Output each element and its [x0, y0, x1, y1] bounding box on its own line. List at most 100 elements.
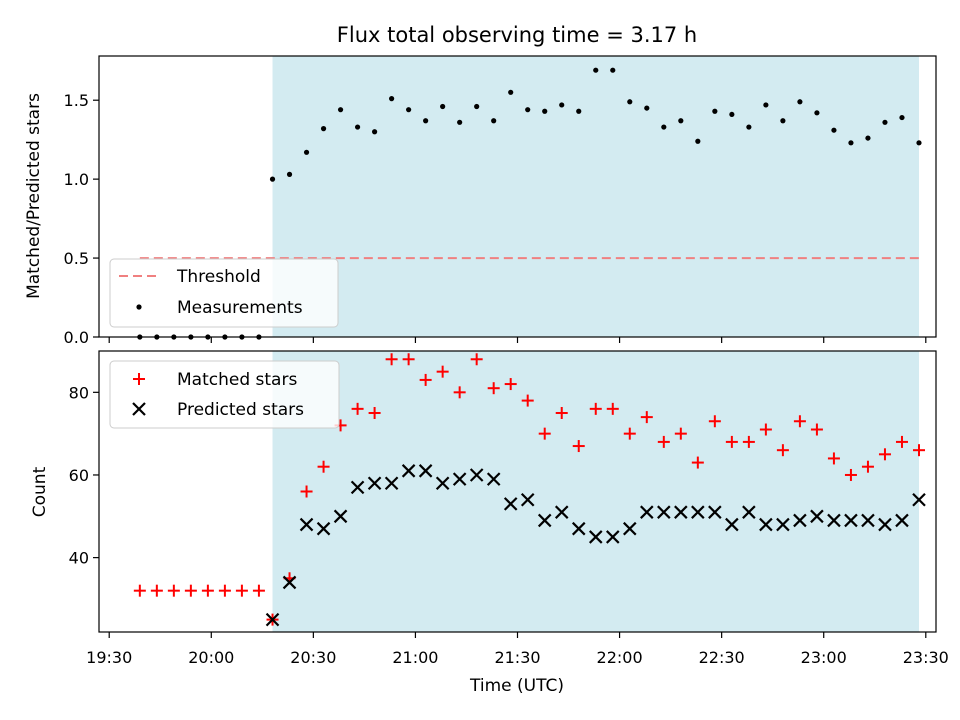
- x-tick-label: 22:30: [699, 648, 745, 667]
- predicted-star-x-b: [691, 505, 705, 519]
- measurement-point: [474, 103, 480, 110]
- ratio-y-tick-label: 1.0: [64, 170, 89, 189]
- predicted-star-x-b: [657, 505, 671, 519]
- predicted-star-x-b: [282, 575, 297, 590]
- predicted-star-point: [384, 476, 399, 491]
- predicted-star-point: [418, 464, 433, 478]
- measurement-point: [831, 127, 837, 133]
- observing-window-shade: [272, 351, 919, 632]
- matched-star-point: [538, 427, 551, 440]
- measurement-point: [712, 108, 718, 114]
- predicted-star-point: [401, 464, 416, 478]
- matched-star-point: [895, 435, 908, 448]
- predicted-star-point: [452, 472, 467, 486]
- predicted-star-point: [759, 517, 773, 532]
- matched-star-point: [725, 435, 738, 448]
- predicted-star-point: [912, 492, 926, 507]
- matched-star-point: [351, 402, 364, 415]
- predicted-star-point: [503, 497, 518, 511]
- count-y-tick-label: 60: [69, 466, 89, 485]
- x-tick-label: 21:30: [494, 648, 540, 667]
- measurement-point: [627, 99, 633, 105]
- predicted-star-x-b: [333, 509, 348, 524]
- predicted-star-x-b: [793, 513, 807, 528]
- predicted-star-x-b: [350, 480, 365, 495]
- predicted-star-point: [708, 505, 722, 519]
- measurement-point: [695, 138, 701, 144]
- predicted-star-x-b: [742, 505, 756, 519]
- matched-star-point: [793, 415, 806, 428]
- measurement-point: [899, 114, 905, 121]
- measurement-point: [371, 129, 378, 135]
- observing-window-shade: [272, 56, 919, 337]
- measurement-point: [337, 107, 344, 113]
- matched-star-point: [776, 444, 789, 457]
- predicted-star-x-b: [316, 521, 331, 536]
- measurement-point: [491, 118, 497, 124]
- measurement-point: [848, 140, 854, 146]
- predicted-star-x-b: [605, 530, 620, 544]
- predicted-star-x-b: [861, 513, 875, 528]
- predicted-star-point: [469, 468, 484, 482]
- measurement-point: [661, 124, 667, 130]
- predicted-star-point: [742, 505, 756, 519]
- measurement-point: [814, 110, 820, 116]
- x-tick-label: 23:00: [801, 648, 847, 667]
- ratio-panel: 0.0 0.5 1.0 1.5 Matched/Predicted stars Thr…: [24, 55, 937, 347]
- measurement-point: [559, 102, 565, 108]
- predicted-star-x-b: [520, 492, 535, 507]
- measurement-point: [389, 96, 395, 102]
- measurement-point: [423, 118, 429, 124]
- matched-star-point: [487, 382, 500, 395]
- ratio-y-tick-label: 0.0: [64, 328, 89, 347]
- matched-star-point: [385, 353, 398, 366]
- predicted-star-x-b: [827, 513, 841, 528]
- ratio-y-tick-label: 0.5: [64, 249, 89, 268]
- ratio-y-tick-label: 1.5: [64, 91, 89, 110]
- matched-star-point: [167, 584, 180, 597]
- predicted-star-point: [350, 480, 365, 495]
- predicted-star-point: [844, 513, 858, 528]
- predicted-star-x-b: [299, 517, 314, 532]
- measurement-point: [644, 105, 650, 111]
- matched-star-point: [555, 406, 568, 419]
- chart-title: Flux total observing time = 3.17 h: [337, 23, 697, 47]
- predicted-star-x-b: [503, 497, 518, 511]
- predicted-star-x-b: [452, 472, 467, 486]
- predicted-star-x-b: [384, 476, 399, 491]
- count-x-ticks: 19:30 20:00 20:30 21:00 21:30 22:00 22:30 23:00…: [86, 632, 949, 667]
- predicted-star-x-b: [554, 505, 569, 519]
- measurement-point: [678, 118, 684, 124]
- measurement-point: [303, 149, 310, 155]
- predicted-star-point: [537, 513, 552, 528]
- matched-star-point: [572, 440, 585, 453]
- matched-star-point: [133, 584, 146, 597]
- predicted-star-point: [316, 521, 331, 536]
- matched-star-point: [623, 427, 636, 440]
- matched-star-point: [657, 435, 670, 448]
- x-axis-label: Time (UTC): [469, 676, 564, 696]
- predicted-star-x-b: [537, 513, 552, 528]
- count-y-ticks: 40 60 80: [69, 383, 99, 568]
- ratio-y-axis-label: Matched/Predicted stars: [24, 93, 44, 299]
- matched-star-point: [218, 584, 231, 597]
- predicted-star-point: [640, 505, 654, 519]
- count-panel: 40 60 80 19:30 20:00 20:30 21:00 21:30 22:00 22:…: [30, 350, 949, 696]
- measurement-point: [269, 176, 276, 182]
- matched-star-point: [150, 584, 163, 597]
- x-tick-label: 20:30: [290, 648, 336, 667]
- matched-star-point: [691, 456, 704, 469]
- measurement-point: [286, 171, 293, 177]
- count-y-axis-label: Count: [30, 466, 50, 517]
- measurement-point: [763, 102, 769, 108]
- predicted-star-point: [265, 612, 280, 627]
- predicted-star-point: [793, 513, 807, 528]
- predicted-star-x-b: [367, 476, 382, 491]
- matched-star-point: [589, 402, 602, 415]
- matched-star-point: [453, 386, 466, 399]
- predicted-star-point: [554, 505, 569, 519]
- ratio-legend: Threshold Measurements: [109, 258, 339, 328]
- predicted-star-point: [282, 575, 297, 590]
- count-panel-frame: [98, 350, 937, 633]
